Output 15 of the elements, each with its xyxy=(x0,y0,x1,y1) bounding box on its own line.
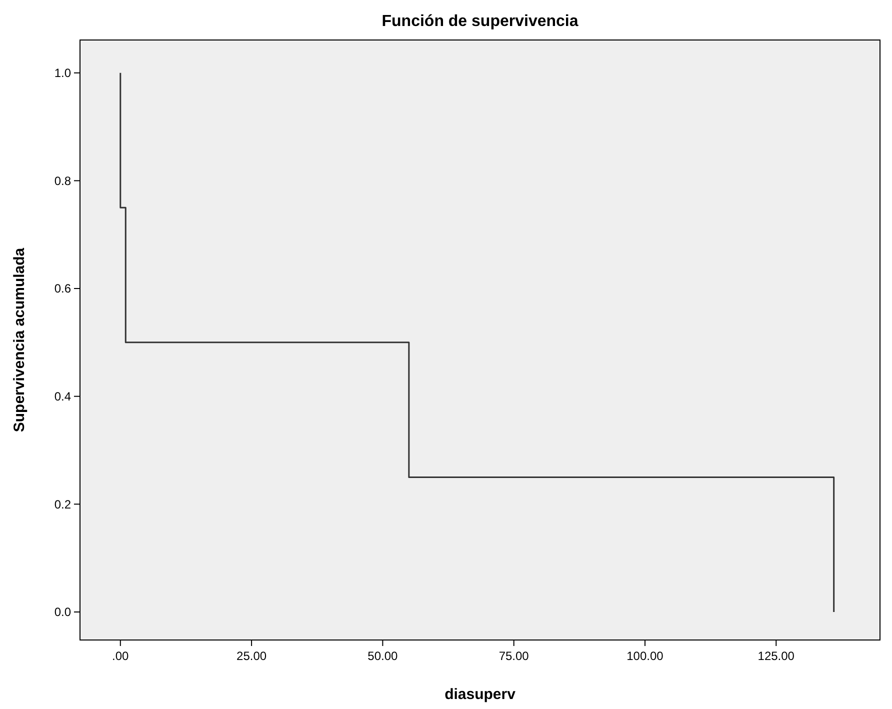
y-axis-title: Supervivencia acumulada xyxy=(11,247,28,432)
x-tick-label: 125.00 xyxy=(758,649,795,663)
y-tick-label: 1.0 xyxy=(54,66,72,80)
y-tick-label: 0.6 xyxy=(54,282,72,296)
y-tick-label: 0.0 xyxy=(54,605,72,620)
chart-title: Función de supervivencia xyxy=(382,13,578,30)
x-tick-label: 50.00 xyxy=(368,649,398,663)
x-tick-label: 75.00 xyxy=(498,649,530,663)
y-tick-label: 0.8 xyxy=(54,174,72,188)
y-tick-label: 0.4 xyxy=(54,390,72,404)
y-tick-label: 0.2 xyxy=(54,497,72,512)
x-axis-title: diasuperv xyxy=(444,686,516,703)
x-tick-label: .00 xyxy=(112,649,130,663)
x-tick-label: 25.00 xyxy=(236,649,267,663)
x-tick-label: 100.00 xyxy=(626,649,664,663)
